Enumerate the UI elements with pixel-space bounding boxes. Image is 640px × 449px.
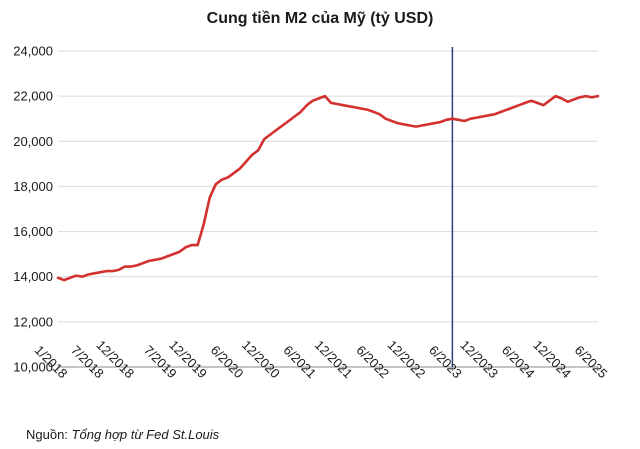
- source-note: Nguồn: Tổng hợp từ Fed St.Louis: [26, 427, 219, 442]
- grid-lines: [57, 50, 599, 371]
- x-tick-label: 6/2025: [572, 342, 611, 381]
- y-tick-label: 12,000: [13, 314, 53, 329]
- x-tick-label: 12/2020: [239, 337, 283, 381]
- chart-title: Cung tiền M2 của Mỹ (tỷ USD): [206, 10, 434, 27]
- x-tick-label: 12/2021: [312, 337, 356, 381]
- series-line: [56, 94, 600, 282]
- y-tick-label: 10,000: [13, 360, 53, 375]
- y-tick-label: 18,000: [13, 179, 53, 194]
- x-tick-label: 12/2023: [457, 337, 501, 381]
- y-tick-label: 22,000: [13, 89, 53, 104]
- y-tick-label: 14,000: [13, 269, 53, 284]
- y-axis-tick-labels: 10,000 12,000 14,000 16,000 18,000 20,000 22,0…: [13, 44, 53, 375]
- x-tick-label: 12/2024: [530, 337, 574, 381]
- source-text: Tổng hợp từ Fed St.Louis: [71, 427, 220, 442]
- y-tick-label: 20,000: [13, 134, 53, 149]
- y-tick-label: 24,000: [13, 44, 53, 59]
- y-tick-label: 16,000: [13, 224, 53, 239]
- series-group: [56, 94, 600, 282]
- x-tick-label: 12/2022: [385, 337, 429, 381]
- source-label: Nguồn:: [26, 427, 68, 442]
